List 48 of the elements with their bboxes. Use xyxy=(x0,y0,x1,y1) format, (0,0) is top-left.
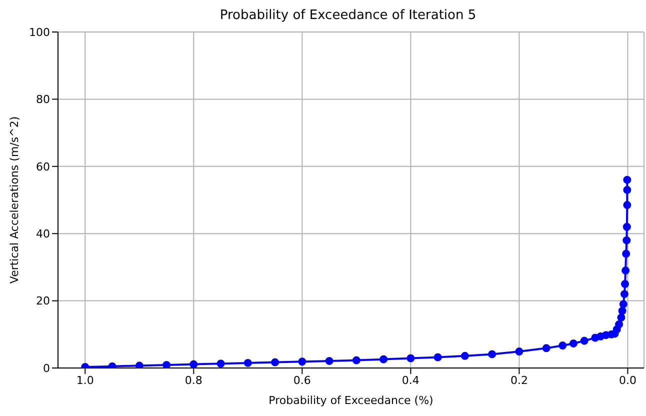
point xyxy=(380,355,388,364)
point xyxy=(298,358,306,366)
x-tick-label: 1.0 xyxy=(76,374,94,387)
y-axis-title: Vertical Accelerations (m/s^2) xyxy=(8,116,21,284)
point xyxy=(623,186,632,194)
point xyxy=(623,201,632,210)
point xyxy=(434,353,442,362)
point xyxy=(580,336,588,345)
point xyxy=(623,176,632,184)
y-tick-label: 40 xyxy=(36,228,50,241)
point xyxy=(621,280,630,288)
point xyxy=(244,358,252,367)
x-tick-label: 0.2 xyxy=(510,374,528,387)
point xyxy=(622,250,630,258)
y-tick-label: 0 xyxy=(43,362,50,375)
point xyxy=(162,360,171,368)
y-tick-label: 80 xyxy=(36,93,50,106)
point xyxy=(352,356,360,364)
point xyxy=(515,348,524,356)
x-tick-label: 0.0 xyxy=(618,374,636,387)
point xyxy=(406,354,415,362)
point xyxy=(619,300,628,308)
x-axis-title: Probability of Exceedance (%) xyxy=(268,394,434,407)
y-tick-label: 100 xyxy=(29,26,50,39)
point xyxy=(617,314,626,322)
point xyxy=(488,350,496,358)
point xyxy=(542,344,550,352)
point xyxy=(620,290,628,298)
point xyxy=(325,356,334,365)
point xyxy=(615,320,624,328)
point xyxy=(271,358,280,366)
point xyxy=(622,236,631,244)
point xyxy=(618,306,626,315)
x-tick-label: 0.8 xyxy=(184,374,202,387)
y-tick-label: 60 xyxy=(36,160,50,174)
point xyxy=(108,362,116,368)
point xyxy=(135,362,144,368)
x-tick-label: 0.6 xyxy=(293,374,311,387)
point xyxy=(460,352,469,360)
point xyxy=(190,360,198,368)
y-tick-label: 20 xyxy=(36,294,50,308)
point xyxy=(216,360,225,368)
point xyxy=(622,266,630,275)
chart-title: Probability of Exceedance of Iteration 5 xyxy=(218,8,478,24)
point xyxy=(558,341,567,350)
x-tick-label: 0.4 xyxy=(402,374,420,387)
point xyxy=(622,222,631,231)
point xyxy=(569,339,578,348)
